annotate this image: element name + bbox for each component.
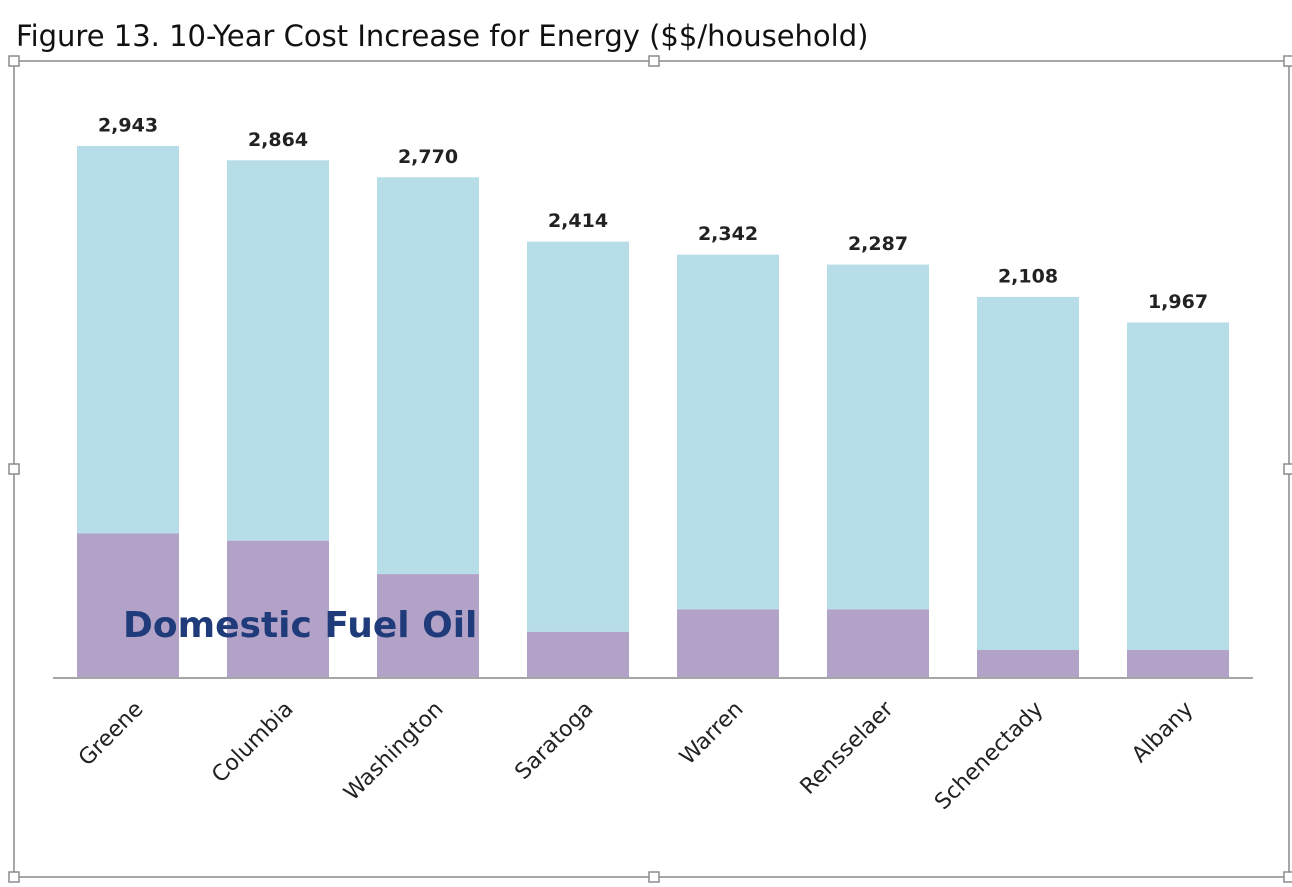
data-label: 2,287 xyxy=(848,233,908,255)
bar-segment xyxy=(977,296,1079,650)
x-tick-label: Schenectady xyxy=(930,697,1048,815)
bar-segment xyxy=(977,649,1079,678)
bar-segment xyxy=(827,609,929,678)
bar-segment xyxy=(377,177,479,575)
bar-segment xyxy=(77,146,179,534)
handle xyxy=(1283,871,1292,883)
selection-handles xyxy=(8,55,1292,883)
data-label: 2,414 xyxy=(548,210,608,232)
handle xyxy=(8,463,20,475)
x-tick-label: Washington xyxy=(339,697,448,806)
bar-segment xyxy=(527,241,629,632)
x-tick-label: Greene xyxy=(74,697,148,771)
plot-area xyxy=(77,146,1229,678)
data-label: 2,943 xyxy=(98,115,158,137)
bar-segment xyxy=(677,609,779,678)
data-label: 2,108 xyxy=(998,265,1058,287)
bar-segment xyxy=(827,264,929,610)
data-label: 2,342 xyxy=(698,223,758,245)
chart-title: Figure 13. 10-Year Cost Increase for Ene… xyxy=(16,19,868,53)
x-tick-label: Columbia xyxy=(207,697,298,788)
data-label: 2,770 xyxy=(398,146,458,168)
x-tick-label: Warren xyxy=(675,697,748,770)
bar-segment xyxy=(227,160,329,541)
bar-segment xyxy=(1127,649,1229,678)
data-label: 1,967 xyxy=(1148,291,1208,313)
series-annotation: Domestic Fuel Oil xyxy=(123,605,477,646)
x-tick-label: Saratoga xyxy=(510,697,598,785)
bar-segment xyxy=(677,254,779,610)
x-tick-label: Rensselaer xyxy=(796,696,899,799)
handle xyxy=(8,55,20,67)
handle xyxy=(648,871,660,883)
bar-segment xyxy=(77,533,179,678)
handle xyxy=(1283,55,1292,67)
handle xyxy=(648,55,660,67)
handle xyxy=(1283,463,1292,475)
x-tick-label: Albany xyxy=(1127,697,1198,768)
bar-segment xyxy=(377,574,479,678)
data-label: 2,864 xyxy=(248,129,308,151)
bar-segment xyxy=(527,631,629,678)
handle xyxy=(8,871,20,883)
bar-segment xyxy=(1127,322,1229,650)
chart-frame xyxy=(13,60,1290,878)
bar-segment xyxy=(227,540,329,678)
